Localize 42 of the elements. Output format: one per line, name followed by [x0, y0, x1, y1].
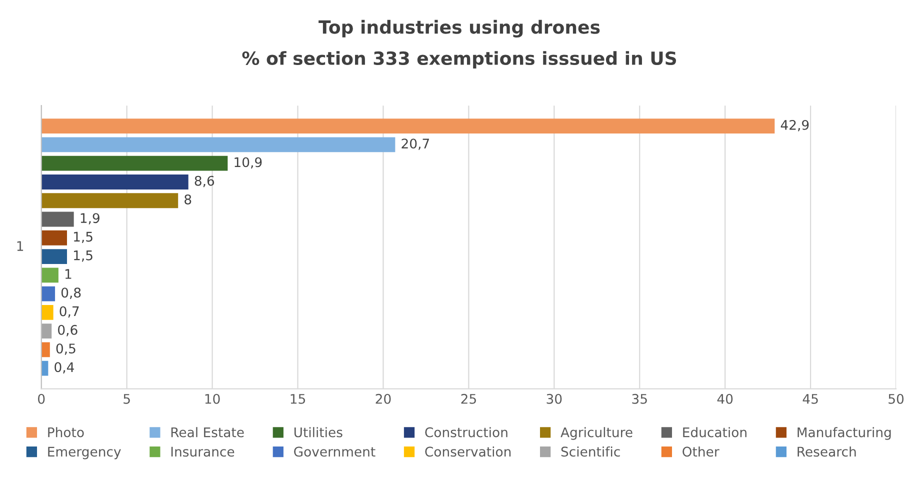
data-label: 0,8	[61, 288, 81, 299]
x-tick-label: 5	[124, 394, 130, 404]
x-tick-label: 10	[205, 394, 220, 404]
legend-label: Real Estate	[171, 427, 244, 438]
data-label: 1,5	[74, 232, 92, 244]
x-tick-label: 30	[546, 394, 562, 404]
data-label: 0,5	[56, 344, 76, 355]
legend-label: Conservation	[425, 446, 511, 457]
x-tick-label: 0	[38, 394, 45, 404]
x-tick-label: 15	[290, 394, 305, 404]
legend-label: Other	[682, 446, 720, 457]
legend-label: Scientific	[561, 446, 620, 457]
data-label: 42,9	[780, 120, 809, 132]
legend-label: Education	[683, 427, 746, 438]
data-label: 0,7	[60, 306, 79, 318]
legend-label: Photo	[48, 427, 84, 438]
chart-title: Top industries using drones	[318, 20, 600, 38]
legend-label: Insurance	[171, 446, 234, 457]
x-tick-label: 25	[461, 394, 476, 404]
x-tick-label: 40	[717, 394, 733, 404]
legend-label: Manufacturing	[798, 427, 891, 440]
text: 1	[17, 241, 24, 251]
legend-label: Government	[294, 446, 376, 457]
data-label: 1,5	[74, 250, 92, 262]
data-label: 8,6	[194, 176, 214, 188]
data-label: 0,4	[54, 362, 74, 374]
x-tick-label: 45	[802, 394, 818, 404]
legend-label: Construction	[425, 427, 508, 438]
x-tick-label: 20	[376, 394, 391, 404]
x-tick-label: 50	[888, 394, 904, 404]
legend-label: Research	[798, 446, 856, 457]
legend-label: Emergency	[48, 446, 121, 460]
data-label: 20,7	[402, 138, 429, 150]
data-label: 8	[184, 194, 192, 204]
chart-subtitle: % of section 333 exemptions isssued in US	[242, 51, 676, 69]
data-label: 10,9	[234, 157, 262, 169]
legend-label: Agriculture	[560, 427, 632, 440]
data-label: 1,9	[80, 213, 100, 224]
data-label: 0,6	[58, 324, 78, 336]
data-label: 1	[65, 269, 72, 279]
x-tick-label: 35	[632, 394, 647, 404]
legend-label: Utilities	[294, 427, 342, 438]
